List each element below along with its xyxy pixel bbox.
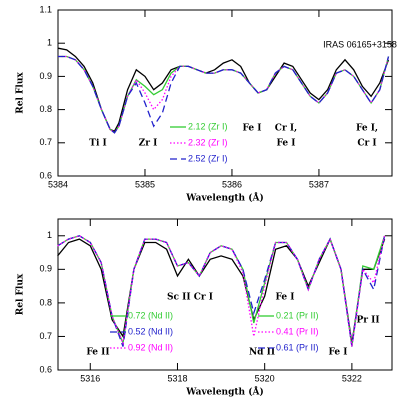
y-tick-label: 0.6 [39, 364, 52, 374]
line-id-label: Ti I [89, 139, 106, 149]
y-tick-label: 1.1 [39, 4, 52, 14]
spectrum-line [57, 47, 390, 133]
y-tick-label: 0.7 [39, 137, 52, 147]
plot-frame [57, 9, 393, 177]
spectrum-line [57, 235, 386, 347]
y-tick-label: 1 [47, 230, 52, 240]
x-tick-label: 5316 [80, 373, 100, 383]
x-tick-label: 5387 [309, 179, 329, 189]
y-tick-label: 0.6 [39, 170, 52, 180]
annotation: IRAS 06165+3158 [323, 39, 397, 49]
x-tick-label: 5384 [48, 179, 68, 189]
line-id-label: Fe I [329, 348, 348, 358]
y-axis-label: Rel Flux [16, 72, 26, 114]
line-id-label: Zr I [139, 139, 158, 149]
y-axis-label: Rel Flux [16, 273, 26, 315]
legend-label: 2.32 (Zr I) [188, 137, 228, 147]
y-tick-label: 0.9 [39, 71, 52, 81]
line-id-label: Fe I, [356, 124, 378, 134]
line-id-label: Fe I [243, 124, 262, 134]
y-tick-label: 0.8 [39, 297, 52, 307]
legend-label: 0.21 (Pr II) [276, 310, 319, 320]
legend-label: 0.61 (Pr II) [276, 342, 319, 352]
y-tick-label: 1 [47, 38, 52, 48]
line-id-label: Fe I [276, 293, 295, 303]
x-tick-label: 5320 [255, 373, 275, 383]
legend-label: 0.72 (Nd II) [128, 310, 173, 320]
x-tick-label: 5385 [135, 179, 155, 189]
x-tick-label: 5386 [222, 179, 242, 189]
legend-label: 0.41 (Pr II) [276, 326, 319, 336]
legend-label: 2.12 (Zr I) [188, 121, 228, 131]
y-tick-label: 0.9 [39, 264, 52, 274]
line-id-label: Nd II [249, 348, 275, 358]
legend-label: 0.92 (Nd II) [128, 342, 173, 352]
x-axis-label: Wavelength (Å) [185, 192, 263, 204]
line-id-label: Cr I, [275, 124, 297, 134]
legend-label: 2.52 (Zr I) [188, 153, 228, 163]
line-id-label: Sc II Cr I [167, 293, 213, 303]
y-tick-label: 0.8 [39, 104, 52, 114]
line-id-label: Cr I [357, 139, 376, 149]
plot-frame [57, 218, 393, 371]
x-tick-label: 5318 [167, 373, 187, 383]
legend-label: 0.52 (Nd II) [128, 326, 173, 336]
x-axis-label: Wavelength (Å) [185, 386, 263, 398]
line-id-label: Pr II [356, 316, 379, 326]
line-id-label: Fe II [86, 348, 109, 358]
x-tick-label: 5322 [342, 373, 362, 383]
spectrum-line [58, 55, 390, 134]
line-id-label: Fe I [277, 139, 296, 149]
y-tick-label: 0.7 [39, 331, 52, 341]
